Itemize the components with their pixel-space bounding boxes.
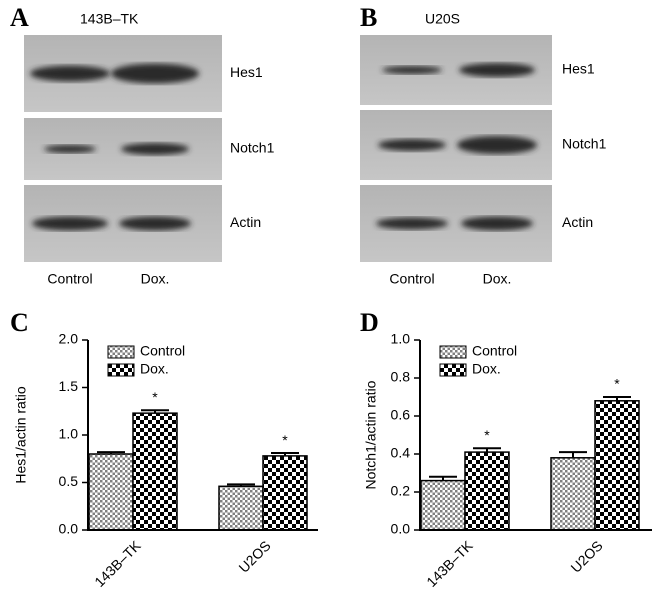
blot-band xyxy=(119,216,191,231)
bar xyxy=(464,451,510,531)
x-tick-label: U2OS xyxy=(235,537,273,575)
y-tick-label: 0.4 xyxy=(391,445,411,461)
axes xyxy=(87,340,318,531)
blot-band xyxy=(111,63,199,84)
legend-label: Dox. xyxy=(140,361,169,377)
legend-swatch xyxy=(439,345,467,359)
lane-label: Control xyxy=(47,271,92,287)
y-tick-label: 1.5 xyxy=(59,378,79,394)
band-label: Hes1 xyxy=(230,64,263,80)
y-tick-label: 1.0 xyxy=(391,331,411,347)
panel-letter: D xyxy=(360,308,379,337)
bar xyxy=(218,485,264,531)
lane-label: Control xyxy=(389,271,434,287)
error-bar xyxy=(141,409,169,414)
panel-letter: C xyxy=(10,308,29,337)
y-tick-label: 0.8 xyxy=(391,369,411,385)
y-axis-label: Hes1/actin ratio xyxy=(13,386,29,483)
y-tick-label: 0.2 xyxy=(391,483,411,499)
blot-band xyxy=(30,65,110,82)
legend-label: Dox. xyxy=(472,361,501,377)
legend-swatch xyxy=(107,345,135,359)
bar xyxy=(262,455,308,531)
y-tick-label: 0.0 xyxy=(391,521,411,537)
bar xyxy=(132,412,178,531)
blot-band xyxy=(378,139,446,151)
band-label: Notch1 xyxy=(230,140,275,156)
y-tick-label: 0.5 xyxy=(59,473,79,489)
y-axis-label: Notch1/actin ratio xyxy=(363,380,379,489)
significance-mark: * xyxy=(282,432,288,448)
error-bar xyxy=(473,447,501,453)
error-bar xyxy=(271,452,299,456)
significance-mark: * xyxy=(614,376,620,392)
error-bar xyxy=(429,475,457,481)
legend-swatch xyxy=(439,363,467,377)
y-tick-label: 1.0 xyxy=(59,426,79,442)
blot-band xyxy=(376,217,448,230)
bar xyxy=(420,479,466,531)
blot-band xyxy=(32,216,108,231)
y-tick-label: 0.0 xyxy=(59,521,79,537)
x-tick-label: U2OS xyxy=(567,537,605,575)
error-bar xyxy=(603,396,631,401)
blot-band xyxy=(44,145,96,153)
blot-band xyxy=(461,216,533,231)
axes xyxy=(419,340,652,531)
blot-band xyxy=(459,63,535,77)
lane-label: Dox. xyxy=(483,271,512,287)
blot-title: U20S xyxy=(425,11,460,27)
y-tick-label: 2.0 xyxy=(59,331,79,347)
legend-label: Control xyxy=(140,343,185,359)
x-tick-label: 143B–TK xyxy=(91,537,144,590)
error-bar xyxy=(227,483,255,487)
bar xyxy=(594,400,640,531)
legend-label: Control xyxy=(472,343,517,359)
bar xyxy=(550,457,596,531)
bar xyxy=(88,453,134,531)
panel-letter: A xyxy=(10,3,29,32)
y-tick-label: 0.6 xyxy=(391,407,411,423)
band-label: Actin xyxy=(562,214,593,230)
significance-mark: * xyxy=(152,389,158,405)
error-bar xyxy=(97,451,125,454)
band-label: Notch1 xyxy=(562,136,607,152)
band-label: Actin xyxy=(230,214,261,230)
panel-letter: B xyxy=(360,3,377,32)
blot-title: 143B–TK xyxy=(80,11,139,27)
lane-label: Dox. xyxy=(141,271,170,287)
blot-band xyxy=(382,66,442,74)
significance-mark: * xyxy=(484,427,490,443)
error-bar xyxy=(559,451,587,458)
legend-swatch xyxy=(107,363,135,377)
band-label: Hes1 xyxy=(562,61,595,77)
x-tick-label: 143B–TK xyxy=(423,537,476,590)
blot-band xyxy=(457,136,537,154)
blot-band xyxy=(121,143,189,155)
